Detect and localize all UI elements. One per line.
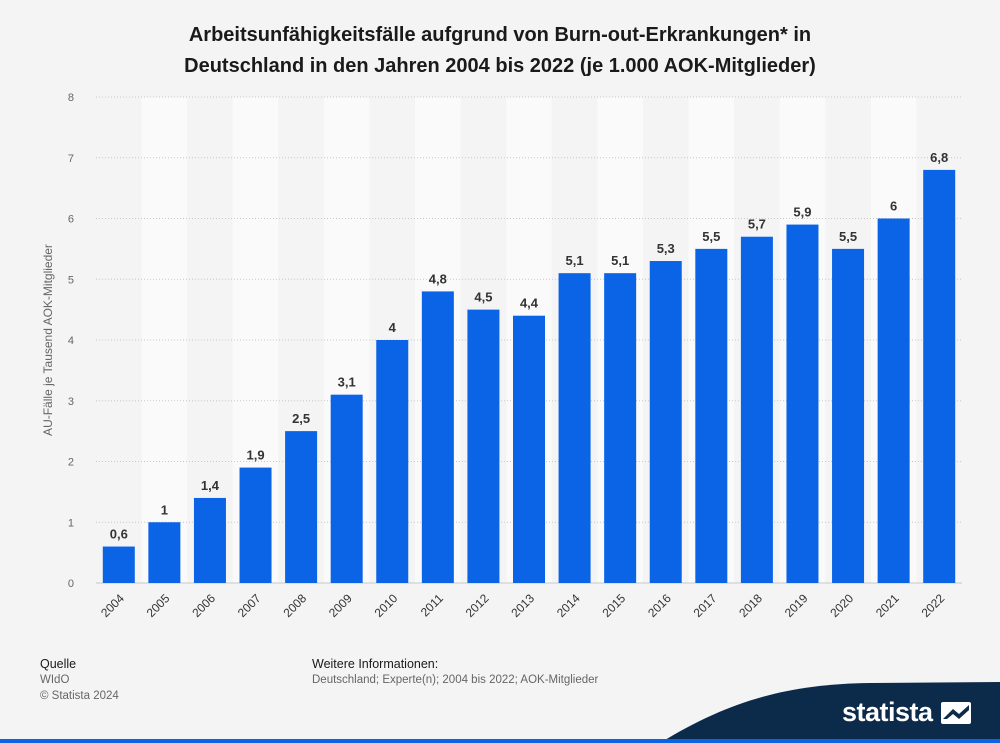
value-label-2014: 5,1 xyxy=(566,253,584,268)
bar-2021[interactable] xyxy=(877,218,910,584)
y-tick-label: 3 xyxy=(68,396,74,408)
value-label-2018: 5,7 xyxy=(748,217,766,232)
value-label-2019: 5,9 xyxy=(793,205,811,220)
value-label-2010: 4 xyxy=(389,320,397,335)
chart-title: Arbeitsunfähigkeitsfälle aufgrund von Bu… xyxy=(80,20,920,82)
bar-2018[interactable] xyxy=(740,236,773,583)
statista-logo-text[interactable]: statista xyxy=(842,697,933,727)
y-axis-ticks: 0 1 2 3 4 5 6 7 8 xyxy=(68,92,74,590)
value-label-2006: 1,4 xyxy=(201,478,220,493)
brand-accent-line xyxy=(0,739,1000,743)
y-axis-label: AU-Fälle je Tausend AOK-Mitglieder xyxy=(41,244,55,436)
y-tick-label: 7 xyxy=(68,153,74,165)
source-block: Quelle WIdO © Statista 2024 xyxy=(40,656,119,704)
bar-2022[interactable] xyxy=(923,169,956,583)
value-labels: 0,6 1 1,4 1,9 2,5 3,1 4 4,8 4,5 4,4 5,1 5,1 5,3 5,5 5,… xyxy=(110,150,948,542)
chart-title-line-1: Arbeitsunfähigkeitsfälle aufgrund von Bu… xyxy=(188,24,812,46)
chart-title-line-2: Deutschland in den Jahren 2004 bis 2022 … xyxy=(184,55,816,77)
info-block: Weitere Informationen: Deutschland; Expe… xyxy=(312,656,598,688)
y-tick-label: 6 xyxy=(68,214,74,226)
bar-2007[interactable] xyxy=(239,467,272,583)
bar-2015[interactable] xyxy=(604,273,637,583)
value-label-2004: 0,6 xyxy=(110,527,128,542)
bar-2020[interactable] xyxy=(832,248,865,583)
value-label-2008: 2,5 xyxy=(292,411,310,426)
value-label-2005: 1 xyxy=(161,502,168,517)
y-tick-label: 1 xyxy=(68,517,74,529)
bar-2013[interactable] xyxy=(513,315,545,583)
bar-2011[interactable] xyxy=(421,291,454,583)
bar-2017[interactable] xyxy=(695,248,728,583)
value-label-2007: 1,9 xyxy=(246,448,264,463)
column-band-2005 xyxy=(141,97,188,583)
bar-2010[interactable] xyxy=(376,340,409,583)
y-tick-label: 4 xyxy=(68,335,74,347)
brand-band-shape xyxy=(660,682,1000,743)
bar-2005[interactable] xyxy=(148,522,181,583)
info-text: Deutschland; Experte(n); 2004 bis 2022; … xyxy=(312,674,599,686)
info-heading: Weitere Informationen: xyxy=(312,657,439,671)
bar-2012[interactable] xyxy=(467,309,500,583)
bar-2008[interactable] xyxy=(285,431,318,583)
source-name[interactable]: WIdO xyxy=(40,674,70,686)
value-label-2016: 5,3 xyxy=(657,241,675,256)
bar-2009[interactable] xyxy=(330,394,363,583)
y-tick-label: 8 xyxy=(68,92,74,104)
value-label-2020: 5,5 xyxy=(839,229,857,244)
y-tick-label: 0 xyxy=(68,578,74,590)
copyright-text: © Statista 2024 xyxy=(40,690,119,702)
y-tick-label: 2 xyxy=(68,457,74,469)
bar-2006[interactable] xyxy=(193,497,226,583)
value-label-2013: 4,4 xyxy=(520,296,539,311)
bar-2016[interactable] xyxy=(649,261,682,583)
value-label-2017: 5,5 xyxy=(702,229,720,244)
statista-logo-icon xyxy=(941,702,971,724)
value-label-2011: 4,8 xyxy=(429,271,447,286)
value-label-2009: 3,1 xyxy=(338,375,356,390)
bar-2004[interactable] xyxy=(102,546,135,583)
value-label-2012: 4,5 xyxy=(474,290,492,305)
bars xyxy=(102,169,956,584)
value-label-2015: 5,1 xyxy=(611,253,629,268)
bar-2019[interactable] xyxy=(786,224,819,583)
bar-2014[interactable] xyxy=(558,273,591,583)
source-heading: Quelle xyxy=(40,657,77,671)
value-label-2021: 6 xyxy=(890,199,897,214)
y-tick-label: 5 xyxy=(68,274,74,286)
value-label-2022: 6,8 xyxy=(930,150,948,165)
